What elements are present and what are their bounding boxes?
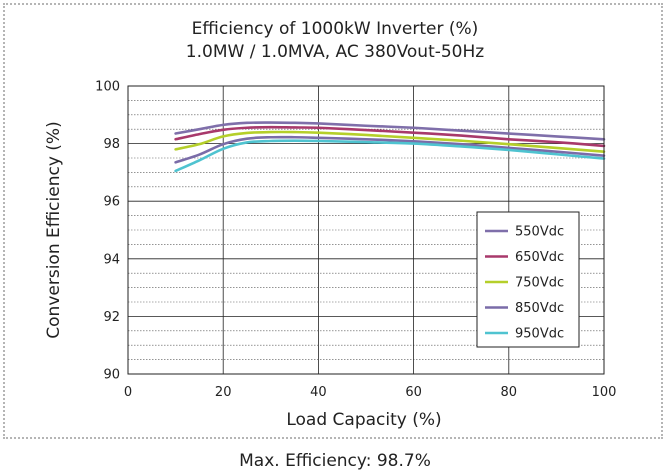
y-tick-label: 94 (103, 252, 120, 267)
legend-label: 550Vdc (515, 225, 564, 240)
plot-border (127, 85, 605, 375)
y-tick-label: 90 (103, 368, 120, 383)
legend-label: 750Vdc (515, 276, 564, 291)
x-tick-label: 80 (501, 385, 518, 400)
series-lines (174, 121, 606, 173)
y-axis-ticks: 90 92 94 96 98 100 (95, 80, 120, 383)
x-tick-label: 100 (592, 385, 617, 400)
y-axis-label: Conversion Efficiency (%) (44, 121, 64, 338)
chart-subtitle: 1.0MW / 1.0MVA, AC 380Vout-50Hz (185, 42, 485, 62)
series-line-950vdc (174, 139, 606, 173)
legend-label: 850Vdc (515, 301, 564, 316)
legend-label: 650Vdc (515, 250, 564, 265)
x-tick-label: 20 (215, 385, 232, 400)
y-tick-label: 92 (103, 310, 120, 325)
series-line-550vdc (174, 121, 606, 141)
y-tick-label: 100 (95, 80, 120, 95)
x-axis-ticks: 0 20 40 60 80 100 (124, 385, 617, 400)
legend-box (476, 211, 580, 348)
chart-frame (3, 3, 663, 439)
legend-label: 950Vdc (515, 327, 564, 342)
x-tick-label: 40 (310, 385, 327, 400)
series-line-850vdc (174, 135, 606, 164)
y-tick-label: 96 (103, 195, 120, 210)
x-tick-label: 0 (124, 385, 132, 400)
chart-title: Efficiency of 1000kW Inverter (%) (191, 19, 479, 39)
series-line-650vdc (174, 125, 606, 148)
legend: 550Vdc 650Vdc 750Vdc 850Vdc 950Vdc (476, 211, 580, 348)
series-line-750vdc (174, 130, 606, 153)
x-tick-label: 60 (405, 385, 422, 400)
x-axis-label: Load Capacity (%) (286, 410, 441, 430)
y-tick-label: 98 (103, 137, 120, 152)
max-efficiency-caption: Max. Efficiency: 98.7% (239, 451, 431, 471)
